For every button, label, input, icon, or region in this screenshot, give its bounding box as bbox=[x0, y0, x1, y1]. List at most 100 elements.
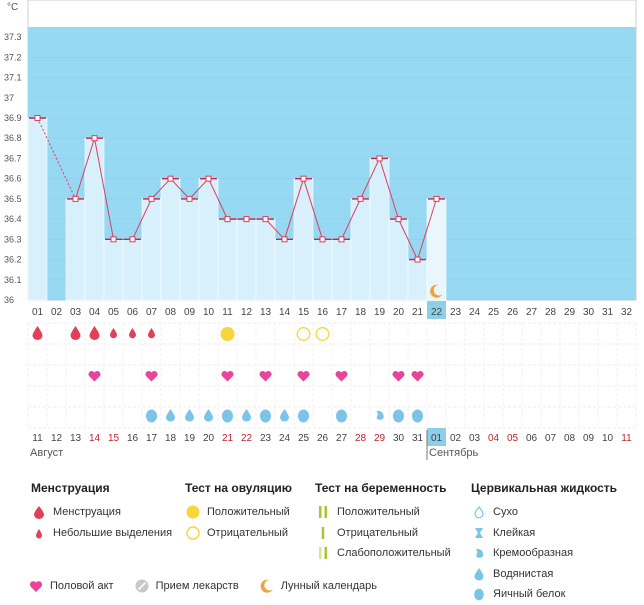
legend-cervical-eggwhite: Яичный белок bbox=[493, 588, 566, 601]
cycle-day-label: 16 bbox=[317, 307, 329, 318]
temperature-line-segment bbox=[151, 178, 171, 200]
temperature-point bbox=[319, 236, 326, 243]
cycle-day-label: 07 bbox=[146, 307, 158, 318]
calendar-date-label: 19 bbox=[184, 433, 196, 444]
y-tick-label: 36.3 bbox=[4, 234, 22, 244]
temperature-point bbox=[91, 135, 98, 142]
temperature-bar bbox=[217, 218, 238, 301]
discharge-watery-mark bbox=[204, 409, 213, 422]
legend-pregnancy-weak: Слабоположительный bbox=[337, 547, 451, 560]
legend-cervical-title: Цервикальная жидкость bbox=[471, 481, 618, 495]
temperature-line-segment bbox=[360, 158, 380, 200]
cycle-day-label: 21 bbox=[412, 307, 424, 318]
intercourse-mark bbox=[297, 370, 310, 382]
calendar-date-label: 31 bbox=[412, 433, 424, 444]
legend-cervical-dry: Сухо bbox=[493, 506, 518, 519]
cycle-day-label: 24 bbox=[469, 307, 481, 318]
legend-pregnancy-positive: Положительный bbox=[337, 506, 420, 519]
calendar-date-label: 24 bbox=[279, 433, 291, 444]
moon-icon bbox=[430, 284, 443, 298]
temperature-point bbox=[72, 195, 79, 202]
cycle-day-label: 31 bbox=[602, 307, 614, 318]
temperature-line-segment bbox=[132, 198, 152, 240]
menstruation-light-mark bbox=[148, 328, 155, 339]
legend-pregnancy-title: Тест на беременность bbox=[315, 481, 447, 495]
intercourse-mark bbox=[392, 370, 405, 382]
y-tick-label: 37.2 bbox=[4, 52, 22, 62]
legend-medication: Прием лекарств bbox=[155, 580, 239, 592]
ovulation-positive-icon bbox=[185, 504, 201, 520]
intercourse-mark bbox=[335, 370, 348, 382]
calendar-date-label: 17 bbox=[146, 433, 158, 444]
temperature-line-segment bbox=[208, 178, 228, 220]
y-tick-label: 37 bbox=[4, 93, 14, 103]
y-tick-label: 36.2 bbox=[4, 255, 22, 265]
temperature-point bbox=[148, 195, 155, 202]
temperature-point bbox=[243, 216, 250, 223]
intercourse-mark bbox=[88, 370, 101, 382]
pregnancy-positive-icon bbox=[315, 504, 331, 520]
temperature-point bbox=[338, 236, 345, 243]
calendar-date-label: 22 bbox=[241, 433, 253, 444]
menstruation-heavy-mark bbox=[32, 326, 43, 340]
sticky-icon bbox=[471, 525, 487, 541]
cycle-day-label: 03 bbox=[70, 307, 82, 318]
cycle-day-label: 04 bbox=[89, 307, 101, 318]
moon-icon bbox=[259, 578, 275, 594]
legend-menstruation-title: Менструация bbox=[31, 481, 110, 495]
eggwhite-icon bbox=[471, 586, 487, 602]
temperature-bar bbox=[122, 239, 143, 301]
cycle-day-label: 13 bbox=[260, 307, 272, 318]
temperature-bar bbox=[198, 178, 219, 301]
temperature-bar bbox=[65, 198, 86, 301]
calendar-date-label: 11 bbox=[32, 433, 43, 444]
pregnancy-negative-icon bbox=[315, 525, 331, 541]
cycle-day-label: 11 bbox=[222, 307, 233, 318]
cycle-day-label: 25 bbox=[488, 307, 500, 318]
intercourse-mark bbox=[259, 370, 272, 382]
cycle-day-label: 14 bbox=[279, 307, 291, 318]
calendar-date-label: 23 bbox=[260, 433, 272, 444]
legend-menstruation-heavy: Менструация bbox=[53, 506, 121, 519]
cycle-day-label: 32 bbox=[621, 307, 633, 318]
legend-cervical: Цервикальная жидкость Сухо Клейкая Кремо… bbox=[471, 481, 617, 605]
calendar-date-label: 06 bbox=[526, 433, 538, 444]
calendar-date-label: 16 bbox=[127, 433, 139, 444]
cycle-day-label: 22 bbox=[431, 307, 443, 318]
calendar-date-label: 15 bbox=[108, 433, 120, 444]
temperature-line-segment bbox=[189, 178, 209, 200]
watery-icon bbox=[471, 566, 487, 582]
cycle-day-label: 06 bbox=[127, 307, 139, 318]
discharge-eggwhite-mark bbox=[222, 409, 233, 423]
temperature-bar bbox=[331, 239, 352, 301]
cycle-day-label: 28 bbox=[545, 307, 557, 318]
legend-menstruation: Менструация Менструация Небольшие выделе… bbox=[31, 481, 172, 543]
calendar-date-label: 05 bbox=[507, 433, 519, 444]
discharge-eggwhite-mark bbox=[412, 409, 423, 423]
calendar-date-label: 14 bbox=[89, 433, 101, 444]
discharge-watery-mark bbox=[280, 409, 289, 422]
temperature-point bbox=[395, 216, 402, 223]
calendar-date-label: 25 bbox=[298, 433, 310, 444]
discharge-eggwhite-mark bbox=[393, 409, 404, 423]
temperature-bar bbox=[274, 239, 295, 301]
menstruation-heavy-mark bbox=[89, 326, 100, 340]
legend-moon: Лунный календарь bbox=[280, 580, 377, 592]
menstruation-heavy-mark bbox=[70, 326, 81, 340]
temperature-point bbox=[110, 236, 117, 243]
ovulation-positive-mark bbox=[220, 327, 235, 341]
temperature-point bbox=[357, 195, 364, 202]
ovulation-negative-mark bbox=[315, 327, 330, 341]
calendar-date-label: 04 bbox=[488, 433, 500, 444]
temperature-line-segment bbox=[284, 178, 304, 240]
cycle-day-label: 02 bbox=[51, 307, 63, 318]
calendar-date-label: 09 bbox=[583, 433, 595, 444]
y-tick-label: 36.6 bbox=[4, 174, 22, 184]
y-tick-label: 36.1 bbox=[4, 275, 22, 285]
legend-ovulation-positive: Положительный bbox=[207, 506, 290, 519]
legend-ovulation-title: Тест на овуляцию bbox=[185, 481, 292, 495]
temperature-point bbox=[262, 216, 269, 223]
discharge-watery-mark bbox=[242, 409, 251, 422]
intercourse-mark bbox=[221, 370, 234, 382]
legend-cervical-watery: Водянистая bbox=[493, 567, 554, 580]
